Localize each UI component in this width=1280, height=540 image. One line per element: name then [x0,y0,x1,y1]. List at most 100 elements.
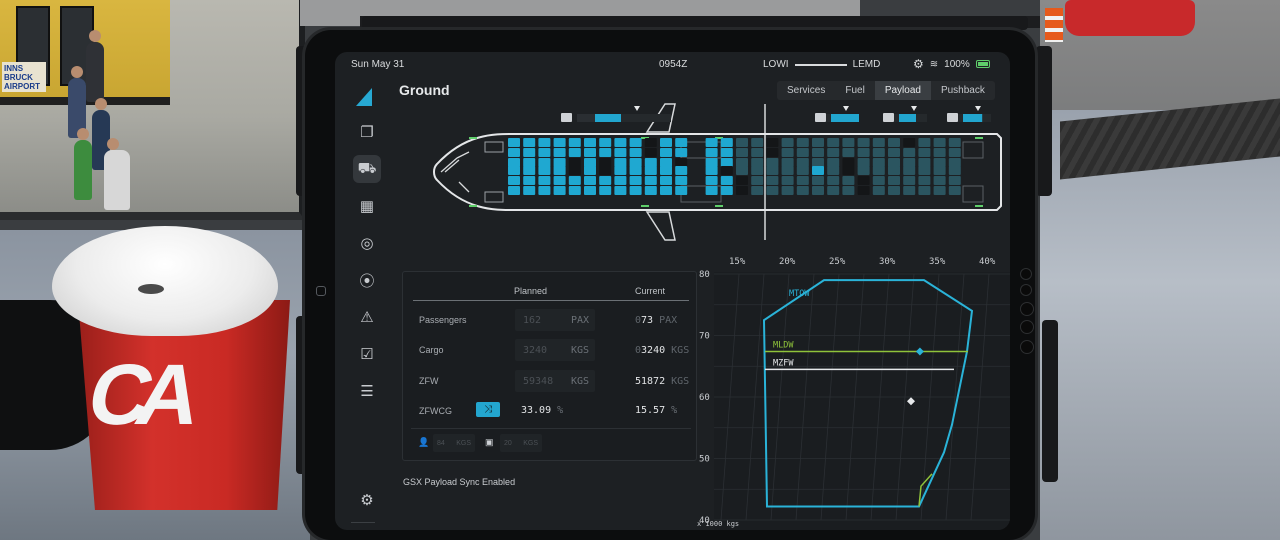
seat[interactable] [751,158,764,167]
seat[interactable] [644,148,657,157]
planned-cargo-input[interactable]: 3240 KGS [515,339,595,361]
seat[interactable] [888,176,900,185]
seat[interactable] [553,176,566,185]
seat[interactable] [781,166,794,175]
seat[interactable] [599,138,612,147]
seat[interactable] [918,166,931,175]
seat[interactable] [584,148,596,157]
seat[interactable] [766,186,779,195]
seat[interactable] [918,158,931,167]
seat[interactable] [660,186,672,195]
seat[interactable] [888,186,900,195]
seat[interactable] [568,138,581,147]
seat[interactable] [812,186,824,195]
seat[interactable] [568,166,581,175]
seat[interactable] [538,138,551,147]
seat[interactable] [903,138,916,147]
seat[interactable] [720,148,733,157]
seat[interactable] [736,138,748,147]
seat[interactable] [751,176,764,185]
seat[interactable] [827,158,840,167]
seat[interactable] [766,158,779,167]
seat[interactable] [508,186,520,195]
seat[interactable] [812,148,824,157]
seat[interactable] [523,158,536,167]
seat[interactable] [918,148,931,157]
seat[interactable] [781,186,794,195]
seat[interactable] [766,166,779,175]
seat[interactable] [903,158,916,167]
seat[interactable] [918,138,931,147]
seat[interactable] [553,186,566,195]
seat[interactable] [508,158,520,167]
seat[interactable] [629,176,642,185]
seat[interactable] [903,148,916,157]
seat[interactable] [705,148,718,157]
seat[interactable] [508,166,520,175]
seat[interactable] [508,138,520,147]
seat[interactable] [568,186,581,195]
tablet-home-button[interactable] [316,286,326,296]
seat[interactable] [872,158,885,167]
seat[interactable] [827,186,840,195]
seat[interactable] [553,158,566,167]
seat[interactable] [948,176,961,185]
seat[interactable] [660,176,672,185]
seat[interactable] [933,176,946,185]
seat[interactable] [948,148,961,157]
seat[interactable] [629,166,642,175]
seat[interactable] [827,176,840,185]
tab-payload[interactable]: Payload [874,81,931,100]
seat[interactable] [660,166,672,175]
seat[interactable] [903,186,916,195]
seat[interactable] [781,158,794,167]
seat[interactable] [644,186,657,195]
seat[interactable] [705,158,718,167]
seat[interactable] [781,138,794,147]
seat[interactable] [584,176,596,185]
seat[interactable] [675,166,688,175]
seat[interactable] [796,138,809,147]
seat[interactable] [538,176,551,185]
seat[interactable] [614,186,627,195]
planned-passengers-input[interactable]: 162 PAX [515,309,595,331]
seat[interactable] [660,138,672,147]
seat[interactable] [736,186,748,195]
seat[interactable] [584,166,596,175]
seat[interactable] [584,186,596,195]
seat[interactable] [705,166,718,175]
seat[interactable] [523,166,536,175]
seat[interactable] [736,166,748,175]
seat[interactable] [948,186,961,195]
seat[interactable] [812,158,824,167]
seat[interactable] [538,158,551,167]
seat[interactable] [599,186,612,195]
seat[interactable] [599,148,612,157]
seat[interactable] [857,148,870,157]
seat[interactable] [827,138,840,147]
seat[interactable] [720,158,733,167]
seat[interactable] [781,148,794,157]
seat[interactable] [903,166,916,175]
seat[interactable] [933,148,946,157]
seat[interactable] [842,176,855,185]
seat[interactable] [812,176,824,185]
seat[interactable] [736,158,748,167]
sidebar-item-clipboard[interactable]: ❐ [353,118,381,146]
seat[interactable] [675,138,688,147]
seat[interactable] [538,186,551,195]
seat[interactable] [751,148,764,157]
seat[interactable] [736,176,748,185]
seat[interactable] [553,166,566,175]
seat[interactable] [538,148,551,157]
seat[interactable] [766,138,779,147]
seat[interactable] [705,176,718,185]
seat[interactable] [553,138,566,147]
seat[interactable] [584,138,596,147]
seat[interactable] [857,186,870,195]
seat[interactable] [751,166,764,175]
seat[interactable] [675,158,688,167]
seat[interactable] [751,186,764,195]
sidebar-item-settings-sliders[interactable]: ☰ [353,377,381,405]
seat[interactable] [720,166,733,175]
